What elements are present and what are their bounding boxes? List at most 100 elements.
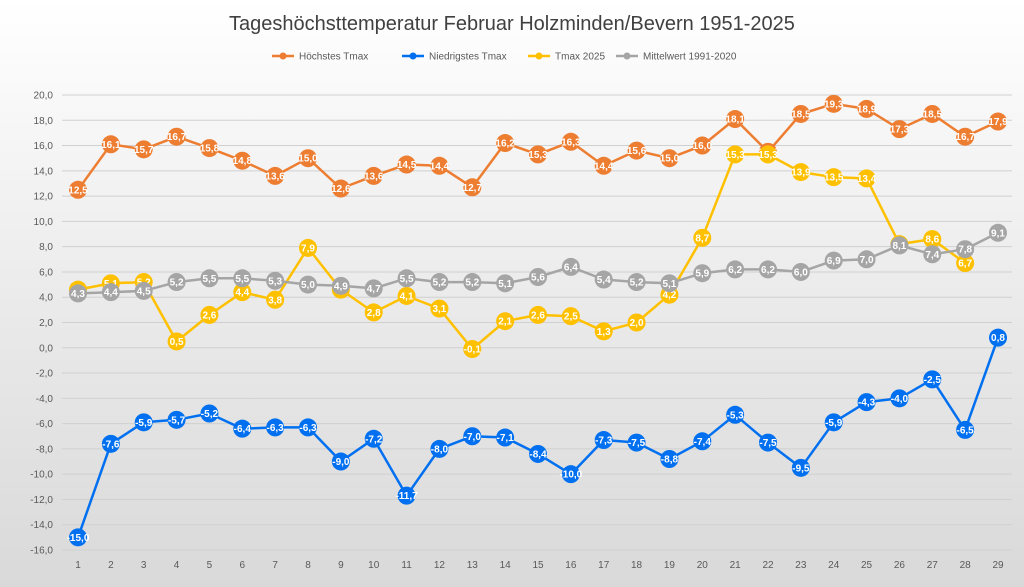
data-point [759, 260, 777, 279]
x-tick-label: 9 [338, 560, 344, 571]
data-point [233, 419, 252, 438]
data-point [266, 290, 285, 309]
data-point [529, 268, 547, 286]
y-tick-label: 16,0 [34, 141, 54, 152]
data-label: 5,6 [531, 273, 545, 284]
legend-label: Niedrigstes Tmax [429, 52, 507, 63]
x-tick-label: 22 [762, 560, 774, 571]
data-label: 15,7 [134, 145, 154, 156]
data-point [167, 410, 186, 429]
data-label: -7,0 [464, 432, 482, 443]
data-label: -6,3 [267, 423, 285, 434]
data-label: 7,4 [925, 250, 939, 261]
data-point [430, 299, 449, 318]
data-point [594, 156, 613, 175]
data-label: -8,8 [661, 455, 679, 466]
data-label: -9,0 [332, 457, 350, 468]
data-point [69, 284, 87, 303]
y-tick-label: -16,0 [30, 546, 53, 557]
data-point [890, 236, 909, 255]
data-point [200, 305, 219, 324]
data-point [627, 313, 646, 332]
series: -15,0 -7,6 -5,9 -5,7 -5,2 -6,4 -6,3 -6,3 -9,0 -7,… [67, 328, 1007, 547]
data-point [561, 307, 580, 326]
data-label: 15,0 [660, 154, 680, 165]
x-tick-label: 15 [532, 560, 544, 571]
x-tick-label: 5 [207, 560, 213, 571]
data-label: 6,4 [564, 262, 578, 273]
x-tick-label: 8 [305, 560, 311, 571]
data-label: 4,1 [400, 291, 414, 302]
data-label: 18,9 [857, 104, 877, 115]
data-point [397, 286, 416, 305]
data-point [364, 303, 383, 322]
data-point [726, 405, 745, 424]
y-tick-label: -8,0 [36, 444, 54, 455]
data-point [726, 145, 745, 164]
data-point [430, 439, 449, 458]
data-point [923, 370, 942, 389]
data-label: 6,2 [761, 265, 775, 276]
data-label: -7,5 [759, 438, 777, 449]
data-point [693, 264, 712, 283]
y-tick-label: -4,0 [36, 394, 54, 405]
data-point [430, 156, 449, 175]
legend-label: Mittelwert 1991-2020 [643, 52, 737, 63]
y-tick-label: -6,0 [36, 419, 54, 430]
data-label: 3,1 [432, 304, 446, 315]
data-point [397, 486, 416, 505]
legend-marker [535, 52, 543, 60]
y-tick-label: 12,0 [34, 192, 54, 203]
data-point [266, 166, 285, 185]
data-label: 2,6 [531, 310, 545, 321]
data-point [496, 274, 515, 293]
data-point [331, 179, 350, 198]
data-label: 15,8 [200, 144, 220, 155]
data-point [956, 254, 975, 273]
data-label: 5,3 [268, 276, 282, 287]
data-point [167, 273, 186, 292]
data-point [791, 458, 810, 477]
data-point [233, 269, 252, 288]
data-point [824, 94, 843, 113]
x-tick-label: 24 [828, 560, 840, 571]
data-label: 5,5 [202, 274, 216, 285]
data-point [266, 271, 285, 290]
data-point [759, 145, 777, 164]
data-label: 15,3 [528, 150, 548, 161]
data-label: 5,2 [432, 278, 446, 289]
data-point [299, 418, 317, 437]
data-label: -8,0 [431, 444, 449, 455]
data-label: 4,7 [367, 284, 381, 295]
data-label: -10,0 [559, 470, 582, 481]
data-label: 8,6 [925, 235, 939, 246]
data-point [266, 418, 285, 437]
y-tick-label: 20,0 [34, 91, 54, 102]
data-label: 2,6 [202, 310, 216, 321]
data-point [726, 260, 745, 279]
y-tick-label: 2,0 [39, 318, 53, 329]
data-label: 6,7 [958, 259, 972, 270]
x-tick-label: 27 [927, 560, 939, 571]
data-point [397, 269, 416, 288]
y-tick-label: 18,0 [34, 116, 54, 127]
data-point [101, 434, 120, 453]
y-tick-label: 0,0 [39, 343, 53, 354]
data-point [561, 465, 580, 484]
data-label: 5,5 [235, 274, 249, 285]
legend-marker [409, 52, 417, 60]
data-point [989, 112, 1007, 131]
data-label: 5,0 [301, 280, 315, 291]
data-point [857, 169, 876, 188]
data-label: 14,8 [233, 156, 253, 167]
data-label: 4,9 [334, 281, 348, 292]
x-tick-label: 28 [960, 560, 972, 571]
data-point [463, 427, 482, 446]
data-point [167, 332, 186, 351]
data-point [594, 322, 613, 341]
data-label: 18,5 [791, 109, 811, 120]
series-lines: 12,5 16,1 15,7 16,7 15,8 14,8 13,6 15,0 12,6 13,6… [67, 94, 1008, 547]
data-point [331, 452, 350, 471]
data-label: -8,4 [529, 449, 547, 460]
data-label: 16,0 [693, 141, 713, 152]
